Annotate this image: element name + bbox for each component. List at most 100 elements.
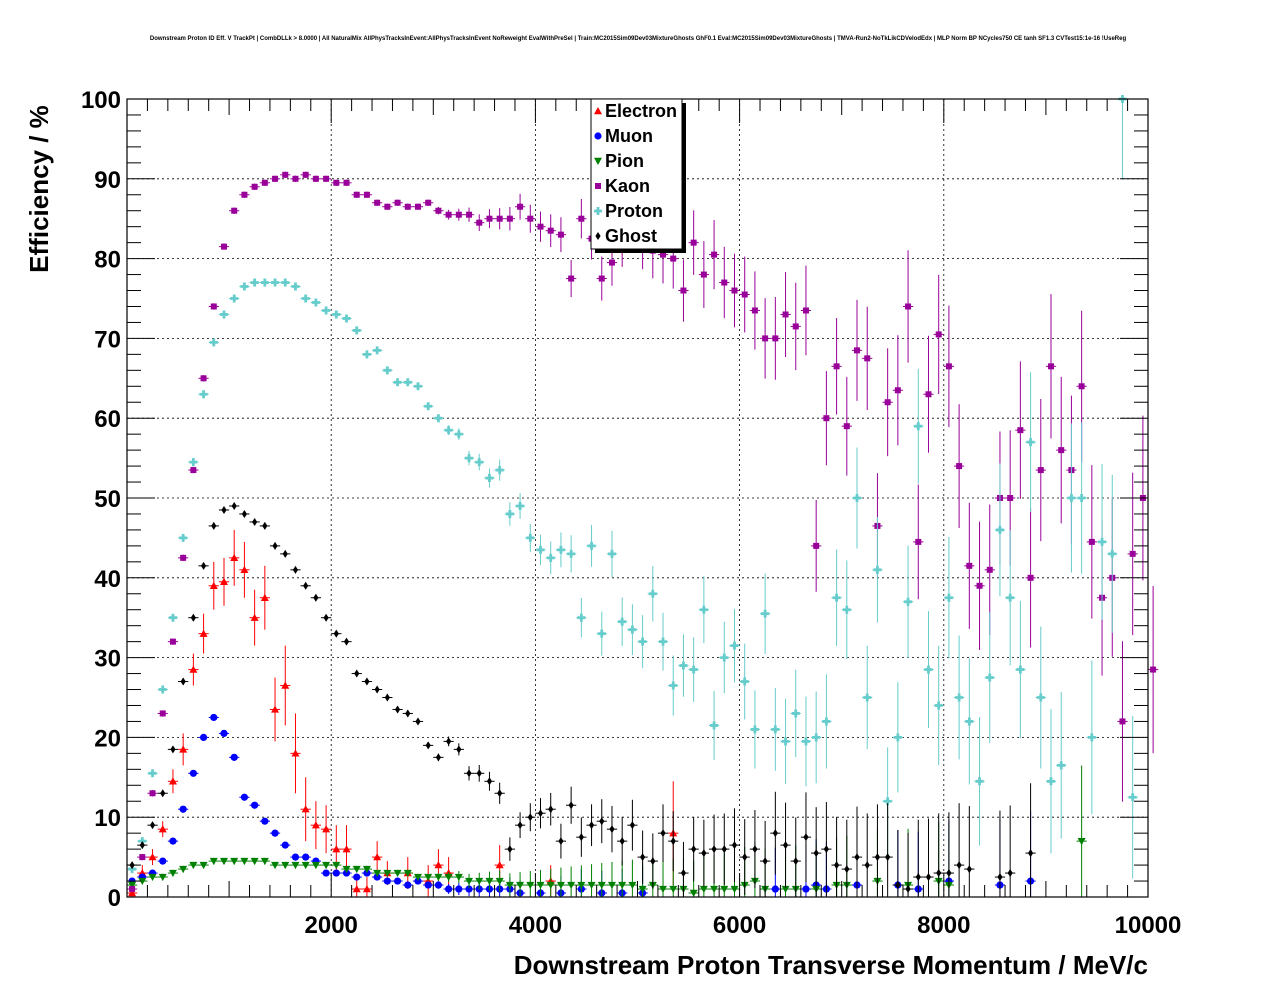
data-point — [301, 294, 310, 303]
data-point — [730, 641, 739, 650]
data-point — [557, 231, 564, 238]
data-point — [965, 717, 974, 726]
data-point — [893, 733, 902, 742]
y-tick-label: 10 — [94, 805, 121, 832]
data-point — [210, 303, 217, 310]
data-point — [731, 841, 738, 850]
legend-label-muon: Muon — [605, 126, 653, 146]
data-point — [823, 845, 829, 854]
data-point — [669, 681, 678, 690]
data-point — [302, 171, 309, 178]
data-point — [476, 219, 483, 226]
data-point — [607, 549, 616, 558]
data-point — [905, 885, 911, 894]
data-point — [384, 693, 390, 702]
data-point — [762, 857, 768, 866]
data-point — [832, 593, 841, 602]
data-point — [884, 399, 891, 406]
data-point — [771, 885, 779, 893]
data-point — [261, 817, 269, 825]
data-point — [220, 729, 228, 738]
data-point — [455, 211, 462, 218]
data-point — [444, 873, 453, 882]
data-point — [507, 845, 513, 854]
data-point — [638, 885, 647, 894]
data-point — [516, 881, 525, 890]
data-point — [587, 541, 596, 550]
data-point — [373, 853, 382, 861]
data-point — [946, 869, 952, 878]
data-point — [323, 175, 330, 182]
data-point — [486, 777, 493, 786]
data-point — [291, 749, 300, 757]
data-point — [148, 873, 157, 882]
data-point — [505, 881, 514, 890]
data-point — [393, 877, 402, 885]
data-point — [374, 685, 380, 694]
data-point — [230, 753, 238, 761]
data-point — [781, 737, 790, 746]
data-point — [546, 553, 555, 562]
data-point — [160, 789, 166, 798]
data-point — [260, 857, 269, 866]
data-point — [710, 721, 719, 730]
data-point — [812, 733, 821, 742]
data-point — [1087, 733, 1096, 742]
data-point — [782, 841, 789, 850]
data-point — [343, 179, 350, 186]
data-point — [864, 355, 871, 362]
data-point — [454, 873, 463, 882]
data-point — [230, 857, 239, 866]
data-point — [220, 243, 227, 250]
data-point — [1047, 777, 1056, 786]
data-point — [424, 873, 433, 882]
data-point — [342, 314, 351, 323]
data-point — [281, 278, 290, 287]
data-point — [281, 841, 289, 849]
data-point — [352, 865, 361, 874]
data-point — [1007, 869, 1013, 878]
data-point — [424, 881, 432, 889]
data-point — [434, 861, 443, 869]
data-point — [966, 865, 972, 874]
data-point — [495, 466, 504, 475]
data-point — [413, 382, 422, 391]
data-point — [219, 310, 228, 319]
data-point — [689, 889, 698, 898]
data-point — [394, 705, 401, 714]
data-point — [332, 861, 341, 870]
y-tick-label: 90 — [94, 167, 121, 194]
data-point — [516, 501, 525, 510]
data-point — [404, 203, 411, 210]
data-point — [883, 797, 892, 806]
data-point — [802, 307, 809, 314]
x-tick-label: 4000 — [509, 912, 562, 939]
data-point — [874, 853, 881, 862]
data-point — [822, 717, 831, 726]
data-point — [434, 414, 443, 423]
data-point — [833, 363, 840, 370]
data-point — [720, 885, 729, 894]
data-point — [924, 665, 933, 674]
data-point — [271, 829, 279, 837]
series-electron — [127, 529, 679, 897]
data-point — [403, 869, 412, 878]
data-point — [495, 861, 504, 869]
data-point — [354, 669, 360, 678]
data-point — [1119, 718, 1126, 725]
data-point — [976, 582, 983, 589]
data-point — [189, 769, 197, 777]
data-point — [373, 869, 382, 878]
data-point — [485, 474, 494, 483]
legend-label-electron: Electron — [605, 101, 677, 121]
data-point — [505, 509, 514, 518]
data-point — [240, 793, 249, 801]
data-point — [854, 853, 860, 862]
data-point — [548, 805, 554, 814]
data-point — [282, 171, 289, 178]
data-point — [343, 637, 350, 646]
data-point — [537, 809, 544, 818]
data-point — [311, 861, 320, 870]
data-point — [129, 886, 136, 893]
data-point — [169, 837, 177, 845]
